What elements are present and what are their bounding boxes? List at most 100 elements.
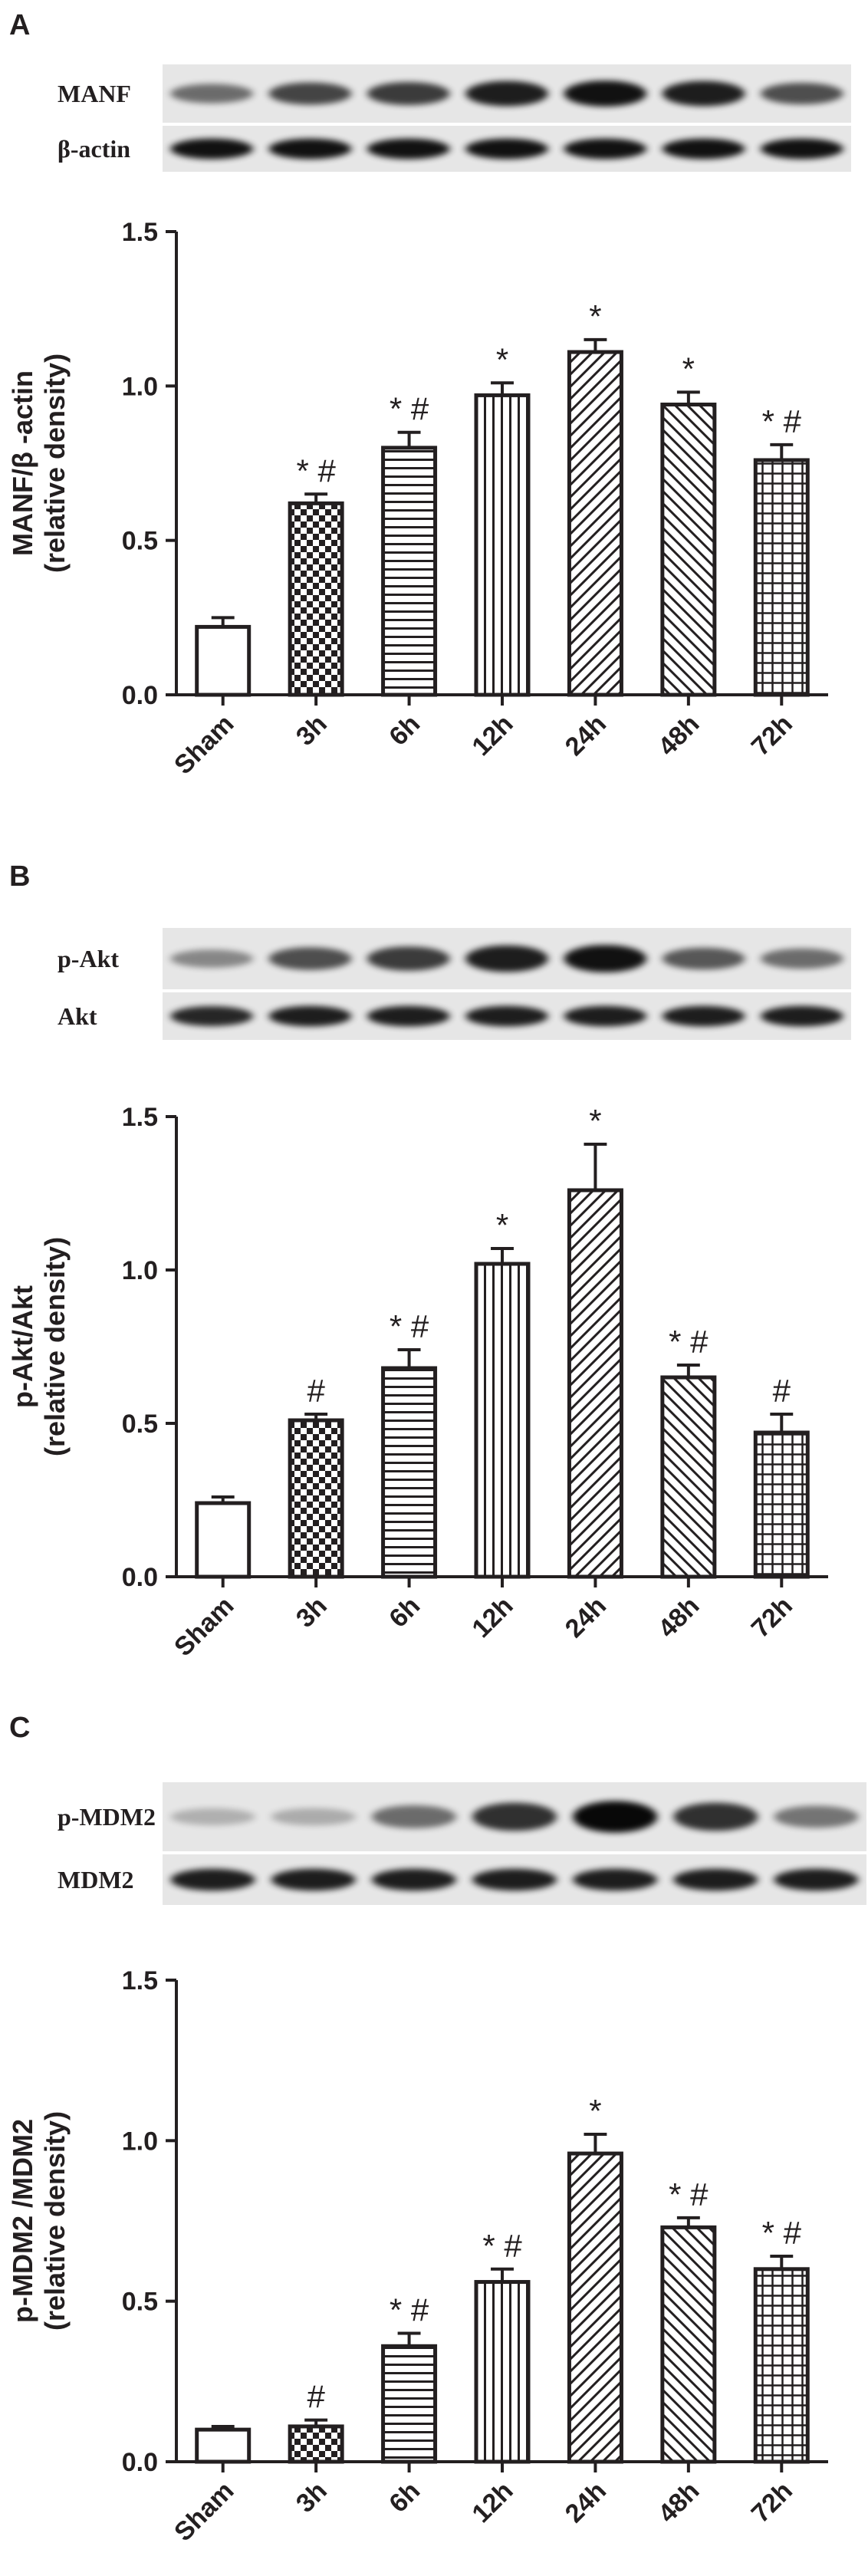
bar-3h xyxy=(288,2424,344,2464)
blot-band xyxy=(367,81,450,106)
y-axis-label: (relative density) xyxy=(39,354,71,573)
blot-band xyxy=(268,947,352,970)
x-tick-label: 12h xyxy=(466,709,518,762)
panel-letter: C xyxy=(9,1712,31,1744)
blot-band xyxy=(170,1005,254,1027)
bar-6h xyxy=(381,446,438,697)
significance-label: * # xyxy=(296,452,336,489)
bar-24h xyxy=(567,2151,623,2464)
y-tick-label: 0.5 xyxy=(122,527,158,556)
blot-band xyxy=(573,1868,658,1891)
y-tick-label: 0.0 xyxy=(122,1563,158,1592)
western-blot: p-MDM2 MDM2 xyxy=(58,1782,866,1905)
bar-6h xyxy=(381,2344,438,2464)
significance-label: * xyxy=(496,1207,508,1243)
blot-band xyxy=(760,948,843,969)
blot-label-bottom: β-actin xyxy=(58,135,130,163)
x-tick-label: 48h xyxy=(653,1591,705,1643)
y-tick-label: 0.5 xyxy=(122,2288,158,2317)
bar-72h xyxy=(753,458,810,697)
blot-band xyxy=(465,81,548,107)
y-tick-label: 1.5 xyxy=(122,218,158,247)
significance-label: * xyxy=(496,341,508,377)
y-axis-label: (relative density) xyxy=(39,1237,71,1456)
significance-label: * # xyxy=(390,391,429,427)
x-tick-label: 12h xyxy=(466,1591,518,1643)
blot-band xyxy=(472,1802,557,1831)
blot-band xyxy=(564,138,647,160)
y-tick-label: 1.5 xyxy=(122,1966,158,1995)
blot-band xyxy=(367,138,450,160)
bar-72h xyxy=(753,1430,810,1579)
significance-label: # xyxy=(307,2379,325,2415)
x-tick-label: 12h xyxy=(466,2476,518,2528)
blot-band xyxy=(472,1868,557,1891)
x-tick-label: 48h xyxy=(653,709,705,762)
significance-label: * xyxy=(589,2093,601,2129)
significance-label: * xyxy=(589,1103,601,1139)
blot-band xyxy=(564,1005,647,1027)
x-tick-label: 24h xyxy=(560,1591,612,1643)
y-axis-label: MANF/β -actin xyxy=(7,370,38,556)
blot-band xyxy=(170,138,254,160)
significance-label: * # xyxy=(669,2176,709,2212)
bar-3h xyxy=(288,501,344,697)
x-tick-label: Sham xyxy=(169,709,239,780)
bar-48h xyxy=(660,1375,717,1579)
x-tick-label: 6h xyxy=(383,1591,426,1633)
x-tick-label: 72h xyxy=(746,709,798,762)
bar-12h xyxy=(474,2280,531,2464)
x-tick-label: Sham xyxy=(169,1591,239,1662)
blot-band xyxy=(760,138,843,160)
blot-band xyxy=(465,1005,548,1027)
y-axis-label: (relative density) xyxy=(39,2111,71,2331)
bar-48h xyxy=(660,2225,717,2464)
panel-c-figure: p-MDM2 MDM2 0.0 0.5 1.0 1.5 p-MDM2 /MDM2 (relat… xyxy=(7,1782,866,2547)
blot-label-top: MANF xyxy=(58,80,131,107)
significance-label: # xyxy=(307,1373,325,1409)
panel-a: A MANF β-actin 0.0 0.5 1.0 1.5 MANF/β -actin (r… xyxy=(0,0,868,851)
x-tick-label: Sham xyxy=(169,2476,239,2547)
bar-12h xyxy=(474,393,531,697)
x-tick-label: 3h xyxy=(291,2476,333,2518)
blot-label-bottom: Akt xyxy=(58,1002,97,1030)
blot-band xyxy=(564,81,647,107)
y-tick-label: 1.0 xyxy=(122,2127,158,2156)
blot-band xyxy=(371,1805,456,1828)
significance-label: * # xyxy=(762,2215,802,2251)
x-tick-label: 24h xyxy=(560,2476,612,2528)
bar-24h xyxy=(567,350,623,697)
significance-label: * xyxy=(589,298,601,334)
blot-band xyxy=(170,949,254,968)
blot-band xyxy=(170,1808,255,1826)
y-tick-label: 1.0 xyxy=(122,1256,158,1285)
bar-72h xyxy=(753,2267,810,2464)
blot-band xyxy=(564,945,647,972)
blot-band xyxy=(662,947,745,970)
blot-band xyxy=(662,1005,745,1027)
y-tick-label: 0.5 xyxy=(122,1410,158,1439)
blot-band xyxy=(774,1868,859,1891)
y-tick-label: 1.0 xyxy=(122,372,158,401)
significance-label: * xyxy=(682,350,695,387)
significance-label: * # xyxy=(482,2228,522,2264)
blot-band xyxy=(774,1805,859,1828)
significance-label: * # xyxy=(390,1308,429,1344)
blot-label-top: p-MDM2 xyxy=(58,1803,156,1831)
panel-b: B p-Akt Akt 0.0 0.5 1.0 1.5 p-Akt/Akt (relative… xyxy=(0,851,868,1703)
panel-a-figure: MANF β-actin 0.0 0.5 1.0 1.5 MANF/β -actin (rel… xyxy=(7,64,851,780)
x-tick-label: 3h xyxy=(291,709,333,752)
bar-3h xyxy=(288,1418,344,1579)
x-tick-label: 72h xyxy=(746,2476,798,2528)
panel-c: C p-MDM2 MDM2 0.0 0.5 1.0 1.5 p-MDM2 /MDM2 (rel… xyxy=(0,1703,868,2576)
significance-label: * # xyxy=(762,403,802,439)
blot-band xyxy=(573,1801,658,1833)
blot-band xyxy=(662,138,745,160)
blot-label-top: p-Akt xyxy=(58,945,119,972)
x-tick-label: 24h xyxy=(560,709,612,762)
y-axis-label: p-MDM2 /MDM2 xyxy=(7,2119,38,2323)
blot-band xyxy=(662,81,745,107)
y-tick-label: 0.0 xyxy=(122,2448,158,2477)
x-tick-label: 6h xyxy=(383,709,426,752)
blot-band xyxy=(465,945,548,972)
